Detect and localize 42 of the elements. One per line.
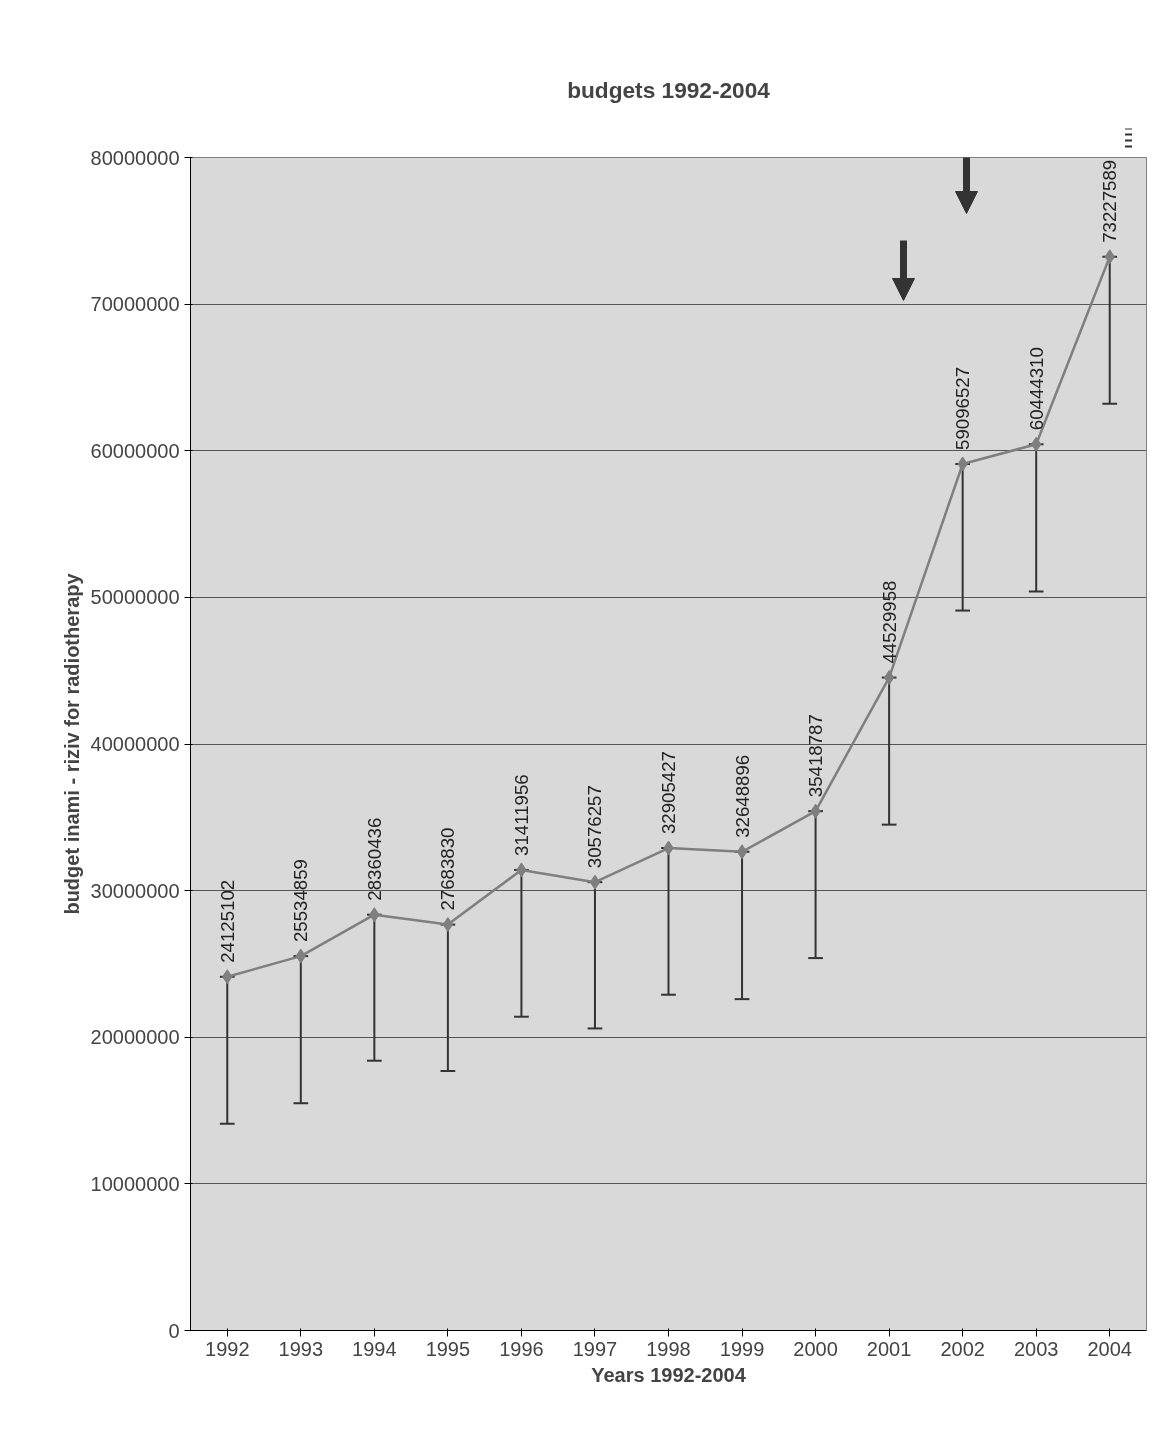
- data-label: 32648896: [731, 754, 753, 838]
- data-label: 24125102: [216, 879, 238, 963]
- x-tick-label: 1998: [646, 1337, 691, 1360]
- y-tick-label: 80000000: [90, 146, 180, 169]
- y-tick-label: 60000000: [90, 439, 180, 462]
- data-label: 44529958: [878, 580, 900, 664]
- x-tick-label: 2004: [1087, 1337, 1132, 1360]
- data-label: 25534859: [290, 859, 312, 943]
- point: [589, 874, 601, 890]
- point: [883, 670, 895, 686]
- x-tick-label: 1993: [278, 1337, 324, 1360]
- point: [442, 917, 454, 933]
- data-label: 35418787: [805, 714, 827, 798]
- x-tick-label: 2000: [793, 1337, 838, 1360]
- x-tick-label: 1999: [719, 1337, 765, 1360]
- y-tick-label: 50000000: [90, 586, 180, 609]
- x-tick-label: 1996: [499, 1337, 544, 1360]
- y-tick-label: 0: [168, 1319, 180, 1342]
- x-tick-label: 1995: [425, 1337, 471, 1360]
- y-axis-title: budget inami - riziv for radiotherapy: [60, 572, 83, 915]
- data-label: 60444310: [1025, 347, 1047, 431]
- y-tick-label: 10000000: [90, 1172, 180, 1195]
- data-label: 32905427: [658, 751, 679, 835]
- x-axis-title: Years 1992-2004: [591, 1363, 747, 1386]
- y-tick-label: 20000000: [90, 1026, 180, 1049]
- x-tick-label: 1997: [572, 1337, 618, 1360]
- chart-title: budgets 1992-2004: [567, 76, 771, 103]
- data-label: 31411956: [510, 774, 532, 856]
- x-tick-label: 2001: [866, 1337, 912, 1360]
- x-tick-label: 1992: [205, 1337, 250, 1360]
- data-label: 27683830: [437, 827, 459, 911]
- x-tick-label: 2002: [940, 1337, 985, 1360]
- point: [736, 844, 748, 860]
- data-label: 28360436: [363, 817, 385, 901]
- data-label: 73227589: [1099, 159, 1121, 243]
- y-tick-label: 40000000: [90, 733, 180, 755]
- y-tick-label: 30000000: [90, 879, 180, 902]
- y-tick-label: 70000000: [90, 293, 180, 316]
- x-tick-label: 1994: [352, 1337, 397, 1360]
- x-tick-label: 2003: [1013, 1337, 1059, 1360]
- data-label: 30576257: [584, 785, 606, 869]
- data-label: 59096527: [952, 366, 974, 450]
